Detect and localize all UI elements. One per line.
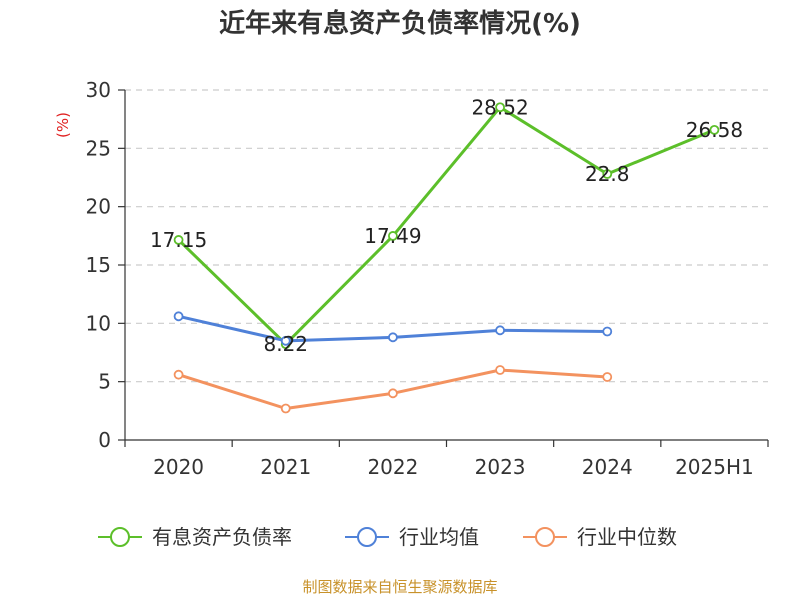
legend-marker (357, 527, 377, 547)
y-tick-label: 10 (86, 311, 111, 335)
data-point (280, 403, 291, 414)
legend-label: 行业均值 (399, 525, 479, 549)
series-line-1 (177, 105, 716, 346)
legend-label: 有息资产负债率 (152, 525, 292, 549)
x-tick-label: 2024 (582, 455, 633, 479)
data-point (280, 335, 291, 346)
data-point (495, 102, 505, 113)
data-point (602, 169, 613, 179)
data-labels: 17.15 8.22 17.49 28.52 22.8 26.58 (150, 95, 743, 356)
data-point (173, 311, 184, 322)
legend-label: 行业中位数 (577, 525, 677, 549)
data-label: 22.8 (585, 162, 630, 186)
data-point (602, 326, 613, 337)
y-tick-label: 0 (98, 428, 111, 452)
x-tick-label: 2022 (367, 455, 418, 479)
data-point (388, 231, 398, 241)
data-label: 26.58 (686, 118, 743, 142)
y-tick-label: 20 (86, 195, 111, 219)
grid-lines (125, 89, 768, 383)
data-point (173, 369, 184, 380)
data-point (495, 365, 505, 375)
y-tick-label: 25 (86, 136, 111, 160)
data-label: 8.22 (263, 332, 308, 356)
y-tick-label: 15 (86, 253, 111, 277)
y-tick-label: 30 (86, 78, 111, 102)
legend-marker (535, 527, 555, 547)
data-label: 28.52 (471, 95, 528, 119)
chart-title: 近年来有息资产负债率情况(%) (219, 8, 581, 39)
data-label: 17.15 (150, 228, 207, 252)
data-point (173, 235, 184, 245)
x-tick-label: 2023 (475, 455, 526, 479)
data-point (388, 332, 398, 343)
axes: 0 5 10 15 20 25 30 2020 2021 2022 2023 2024 2025H1 (86, 78, 769, 479)
y-axis-label: (%) (54, 112, 72, 138)
x-tick-label: 2025H1 (675, 455, 754, 479)
series-lines (173, 102, 720, 414)
data-point (495, 325, 505, 336)
x-tick-label: 2021 (260, 455, 311, 479)
legend: 有息资产负债率 行业均值 行业中位数 (98, 525, 677, 549)
data-label: 17.49 (364, 224, 421, 248)
data-point (602, 372, 613, 382)
source-note: 制图数据来自恒生聚源数据库 (302, 578, 497, 596)
data-point (388, 388, 398, 399)
y-tick-label: 5 (98, 370, 111, 394)
data-point (709, 124, 720, 135)
x-tick-label: 2020 (153, 455, 204, 479)
legend-marker (110, 527, 130, 547)
